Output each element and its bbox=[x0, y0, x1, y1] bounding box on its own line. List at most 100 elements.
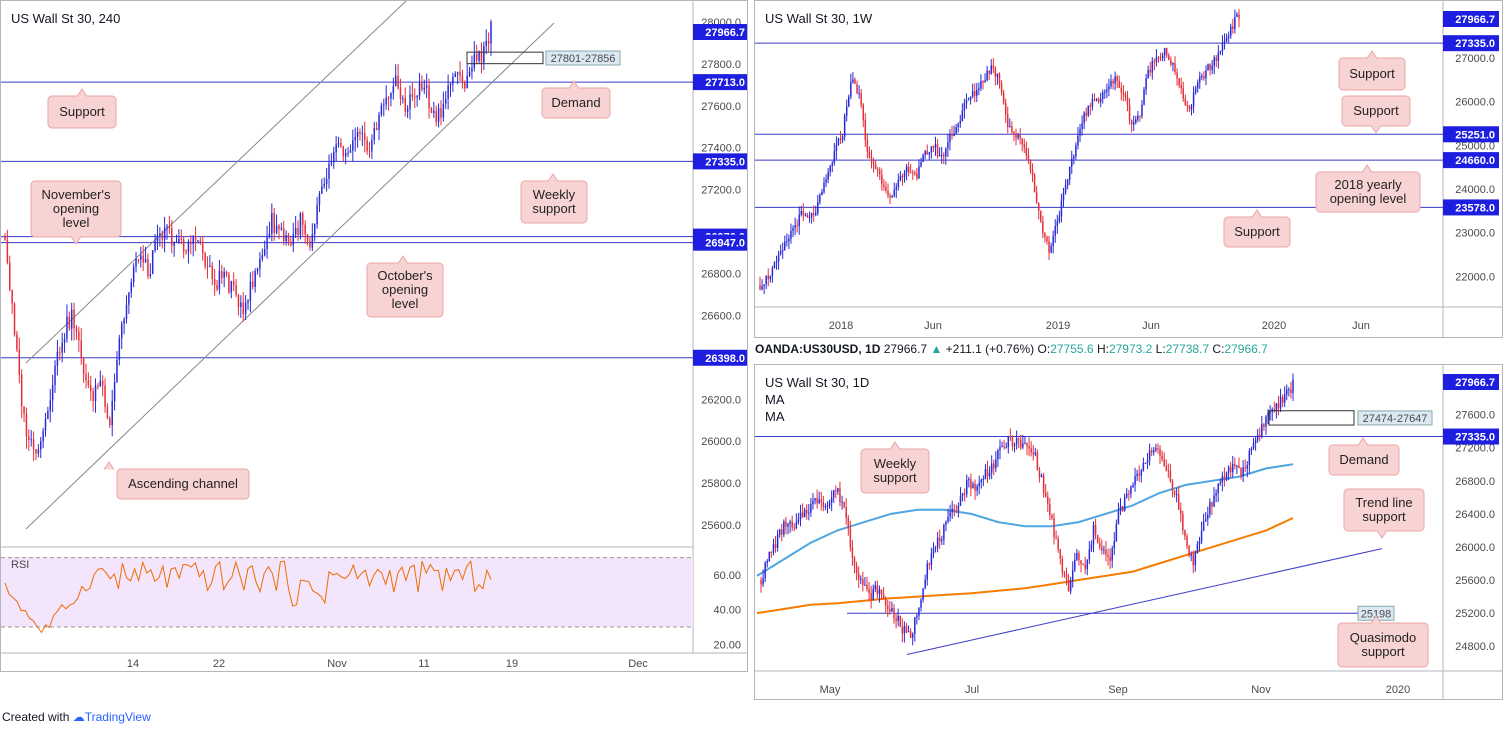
weekly-candle bbox=[788, 238, 790, 242]
weekly-candle bbox=[1141, 104, 1143, 117]
h4-candle bbox=[75, 328, 78, 332]
daily-candle bbox=[1036, 452, 1039, 470]
h4-candle bbox=[199, 240, 202, 243]
h4-candle bbox=[397, 75, 399, 89]
weekly-candle bbox=[796, 225, 798, 227]
weekly-y-tick-label: 27000.0 bbox=[1455, 53, 1495, 65]
weekly-candle bbox=[893, 189, 895, 196]
h4-last-price-badge-bg bbox=[693, 24, 747, 40]
weekly-candle bbox=[833, 151, 836, 164]
weekly-candle bbox=[843, 115, 846, 137]
weekly-candle bbox=[1151, 61, 1154, 73]
daily-candle bbox=[922, 588, 924, 600]
weekly-x-tick-label: 2019 bbox=[1046, 320, 1070, 332]
weekly-candle bbox=[982, 81, 984, 83]
h4-candle bbox=[111, 400, 113, 426]
weekly-candle bbox=[1019, 134, 1021, 139]
daily-candle bbox=[1169, 470, 1172, 482]
daily-x-tick-label: 2020 bbox=[1386, 684, 1410, 696]
daily-candle bbox=[1165, 466, 1167, 471]
daily-candle bbox=[1071, 570, 1074, 581]
daily-candle bbox=[1186, 536, 1188, 547]
weekly-candle bbox=[891, 195, 893, 198]
h4-candle bbox=[256, 268, 259, 272]
price-change: +211.1 (+0.76%) bbox=[945, 342, 1035, 356]
weekly-candle bbox=[998, 73, 1001, 84]
h4-candle bbox=[340, 142, 342, 147]
daily-y-tick-label: 27600.0 bbox=[1455, 410, 1495, 422]
daily-candle bbox=[820, 499, 823, 502]
daily-candle bbox=[1134, 476, 1136, 486]
h4-candle bbox=[280, 228, 283, 230]
weekly-candle bbox=[1114, 76, 1116, 84]
daily-demand-zone-label-bg bbox=[1357, 410, 1433, 426]
weekly-candle bbox=[1085, 112, 1087, 116]
h4-candlestick-chart[interactable]: 28000.027800.027600.027400.027200.026800… bbox=[1, 1, 747, 671]
weekly-candle bbox=[1130, 120, 1133, 125]
tradingview-logo-icon[interactable]: ☁ bbox=[72, 710, 85, 724]
daily-candle bbox=[762, 578, 764, 585]
daily-candle bbox=[970, 479, 972, 489]
h4-candle bbox=[378, 114, 380, 130]
h4-candle bbox=[442, 103, 445, 118]
daily-x-tick-label: Sep bbox=[1108, 684, 1128, 696]
h4-candle bbox=[113, 382, 116, 401]
daily-candle bbox=[1115, 524, 1118, 542]
tradingview-brand[interactable]: TradingView bbox=[84, 710, 151, 724]
weekly-candle bbox=[1007, 114, 1009, 128]
weekly-candle bbox=[856, 83, 858, 94]
daily-candle bbox=[1207, 514, 1209, 520]
h4-level-badge: 27335.0 bbox=[705, 156, 745, 168]
h4-candle bbox=[197, 240, 199, 242]
weekly-candle bbox=[779, 250, 782, 255]
weekly-chart-panel: US Wall St 30, 1W 27000.0 26000.0 25000.0 2… bbox=[754, 0, 1503, 338]
weekly-candle bbox=[864, 120, 867, 141]
daily-x-tick-label: Nov bbox=[1251, 684, 1271, 696]
h4-candle bbox=[292, 234, 295, 246]
h4-candle bbox=[297, 227, 299, 236]
daily-candle bbox=[995, 459, 997, 469]
h4-x-tick-label: 11 bbox=[418, 658, 429, 670]
h4-rsi-band bbox=[1, 557, 693, 627]
daily-candle bbox=[947, 516, 949, 522]
daily-candle bbox=[951, 508, 953, 513]
h4-candle bbox=[49, 400, 52, 411]
daily-candle bbox=[1155, 448, 1157, 451]
weekly-candle bbox=[876, 169, 879, 171]
daily-candle bbox=[1030, 448, 1032, 453]
daily-candle bbox=[901, 626, 904, 634]
h4-candle bbox=[99, 380, 102, 387]
daily-candle bbox=[926, 563, 928, 580]
weekly-candle bbox=[1037, 202, 1040, 211]
daily-candle bbox=[1113, 541, 1116, 549]
weekly-candle bbox=[835, 144, 838, 152]
h4-candle bbox=[366, 140, 368, 152]
daily-candle bbox=[1053, 518, 1055, 538]
h4-candle bbox=[371, 140, 373, 152]
daily-candlestick-chart[interactable]: 27600.0 27200.0 26800.0 26400.0 26000.0 25600… bbox=[755, 365, 1502, 699]
weekly-candle bbox=[907, 166, 910, 172]
weekly-candle bbox=[994, 68, 997, 77]
daily-candle bbox=[1078, 552, 1080, 561]
weekly-candle bbox=[808, 216, 811, 218]
daily-candle bbox=[1047, 496, 1049, 504]
h4-candle bbox=[97, 385, 99, 387]
weekly-candle bbox=[1066, 179, 1069, 186]
daily-candle bbox=[1254, 440, 1257, 444]
daily-candle bbox=[945, 521, 947, 525]
daily-candle bbox=[874, 585, 877, 589]
h4-candle bbox=[235, 285, 237, 296]
daily-candle bbox=[988, 472, 991, 477]
h4-candle bbox=[316, 204, 318, 225]
h4-candle bbox=[159, 233, 161, 236]
weekly-level-badge: 24660.0 bbox=[1455, 155, 1495, 167]
h4-candle bbox=[116, 359, 118, 383]
weekly-x-tick-label: Jun bbox=[1142, 320, 1160, 332]
weekly-candlestick-chart[interactable]: 27000.0 26000.0 25000.0 24000.0 23000.0 22000… bbox=[755, 1, 1502, 337]
weekly-candle bbox=[1118, 80, 1120, 88]
weekly-candle bbox=[773, 262, 776, 269]
weekly-candle bbox=[938, 155, 941, 157]
weekly-candle bbox=[905, 166, 908, 173]
weekly-candle bbox=[812, 213, 815, 215]
h4-candle bbox=[399, 88, 402, 99]
